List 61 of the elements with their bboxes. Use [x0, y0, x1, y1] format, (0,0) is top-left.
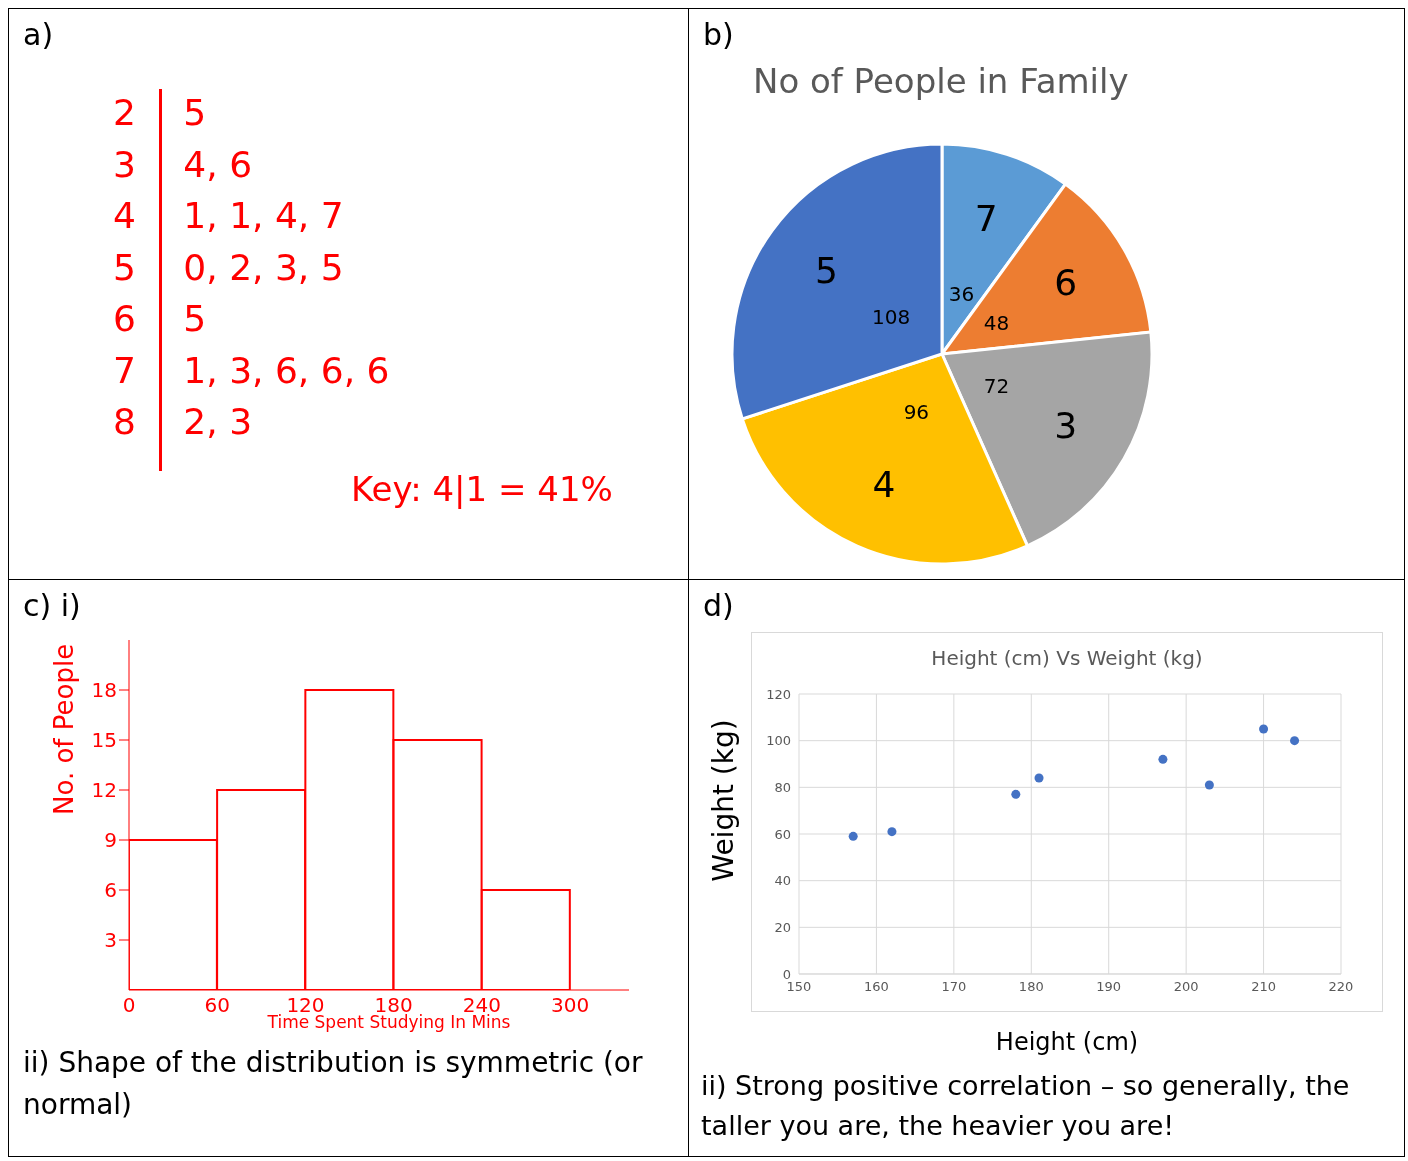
y-tick-label: 12	[91, 778, 117, 803]
x-tick-label: 60	[204, 993, 230, 1018]
y-tick-label: 6	[104, 878, 117, 903]
text: 5 0, 2, 3, 5	[113, 245, 345, 290]
y-tick-label: 100	[766, 733, 791, 749]
slice-label: 7	[974, 197, 998, 239]
text: 8 2, 3	[113, 400, 254, 444]
text: 7 1, 3, 6, 6, 6	[113, 348, 390, 393]
y-tick-label: 80	[774, 779, 791, 795]
x-tick-label: 210	[1251, 979, 1276, 995]
text: 3 4, 6	[113, 142, 254, 187]
chart-title: No of People in Family	[753, 61, 1129, 101]
x-axis-title: Height (cm)	[994, 1028, 1140, 1056]
point	[1290, 736, 1300, 746]
text: 2 5	[113, 91, 208, 135]
data-label: 36	[948, 282, 975, 307]
y-axis-title: Weight (kg)	[706, 718, 740, 882]
text: 6 5	[113, 297, 208, 341]
text: b)	[703, 17, 734, 52]
data-label: 48	[983, 310, 1010, 335]
data-label: 72	[983, 373, 1010, 398]
slice-label: 5	[815, 249, 838, 291]
y-tick-label: 3	[104, 928, 117, 953]
y-tick-label: 120	[766, 686, 791, 702]
point	[1158, 754, 1168, 764]
x-tick-label: 160	[864, 979, 889, 995]
text: a)	[23, 17, 54, 52]
x-tick-label: 180	[1018, 979, 1044, 995]
data-label: 96	[903, 399, 930, 424]
y-tick-label: 20	[774, 919, 791, 935]
x-tick-label: 0	[122, 993, 136, 1018]
slice-label: 6	[1054, 262, 1078, 304]
text: ii) Shape of the distribution is symmetric (or normal)	[23, 1045, 644, 1123]
slice-label: 3	[1054, 404, 1078, 446]
x-tick-label: 220	[1328, 979, 1354, 995]
text: ii) Strong positive correlation – so generally, the taller you are, the heavier you are!	[701, 1069, 1351, 1143]
y-tick-label: 9	[104, 828, 117, 853]
data-label: 108	[871, 304, 911, 329]
x-tick-label: 200	[1173, 979, 1199, 995]
x-tick-label: 300	[551, 993, 590, 1018]
y-tick-label: 15	[91, 728, 117, 753]
x-tick-label: 150	[786, 979, 812, 995]
point	[1011, 789, 1021, 799]
text: Key: 4|1 = 41%	[351, 469, 613, 509]
point	[1259, 724, 1269, 734]
y-tick-label: 60	[774, 826, 791, 842]
y-tick-label: 18	[91, 678, 117, 703]
chart-title: Height (cm) Vs Weight (kg)	[930, 646, 1204, 670]
point	[1204, 780, 1214, 790]
y-tick-label: 40	[774, 873, 791, 889]
slice-label: 4	[872, 463, 896, 505]
text: c) i)	[23, 588, 81, 623]
x-tick-label: 190	[1096, 979, 1122, 995]
y-axis-title: No. of People	[49, 643, 80, 815]
text: 4 1, 1, 4, 7	[113, 194, 345, 238]
y-tick-label: 0	[782, 966, 791, 982]
point	[1034, 773, 1044, 783]
x-tick-label: 170	[941, 979, 967, 995]
point	[848, 831, 858, 841]
text: d)	[703, 588, 734, 623]
point	[887, 827, 897, 837]
